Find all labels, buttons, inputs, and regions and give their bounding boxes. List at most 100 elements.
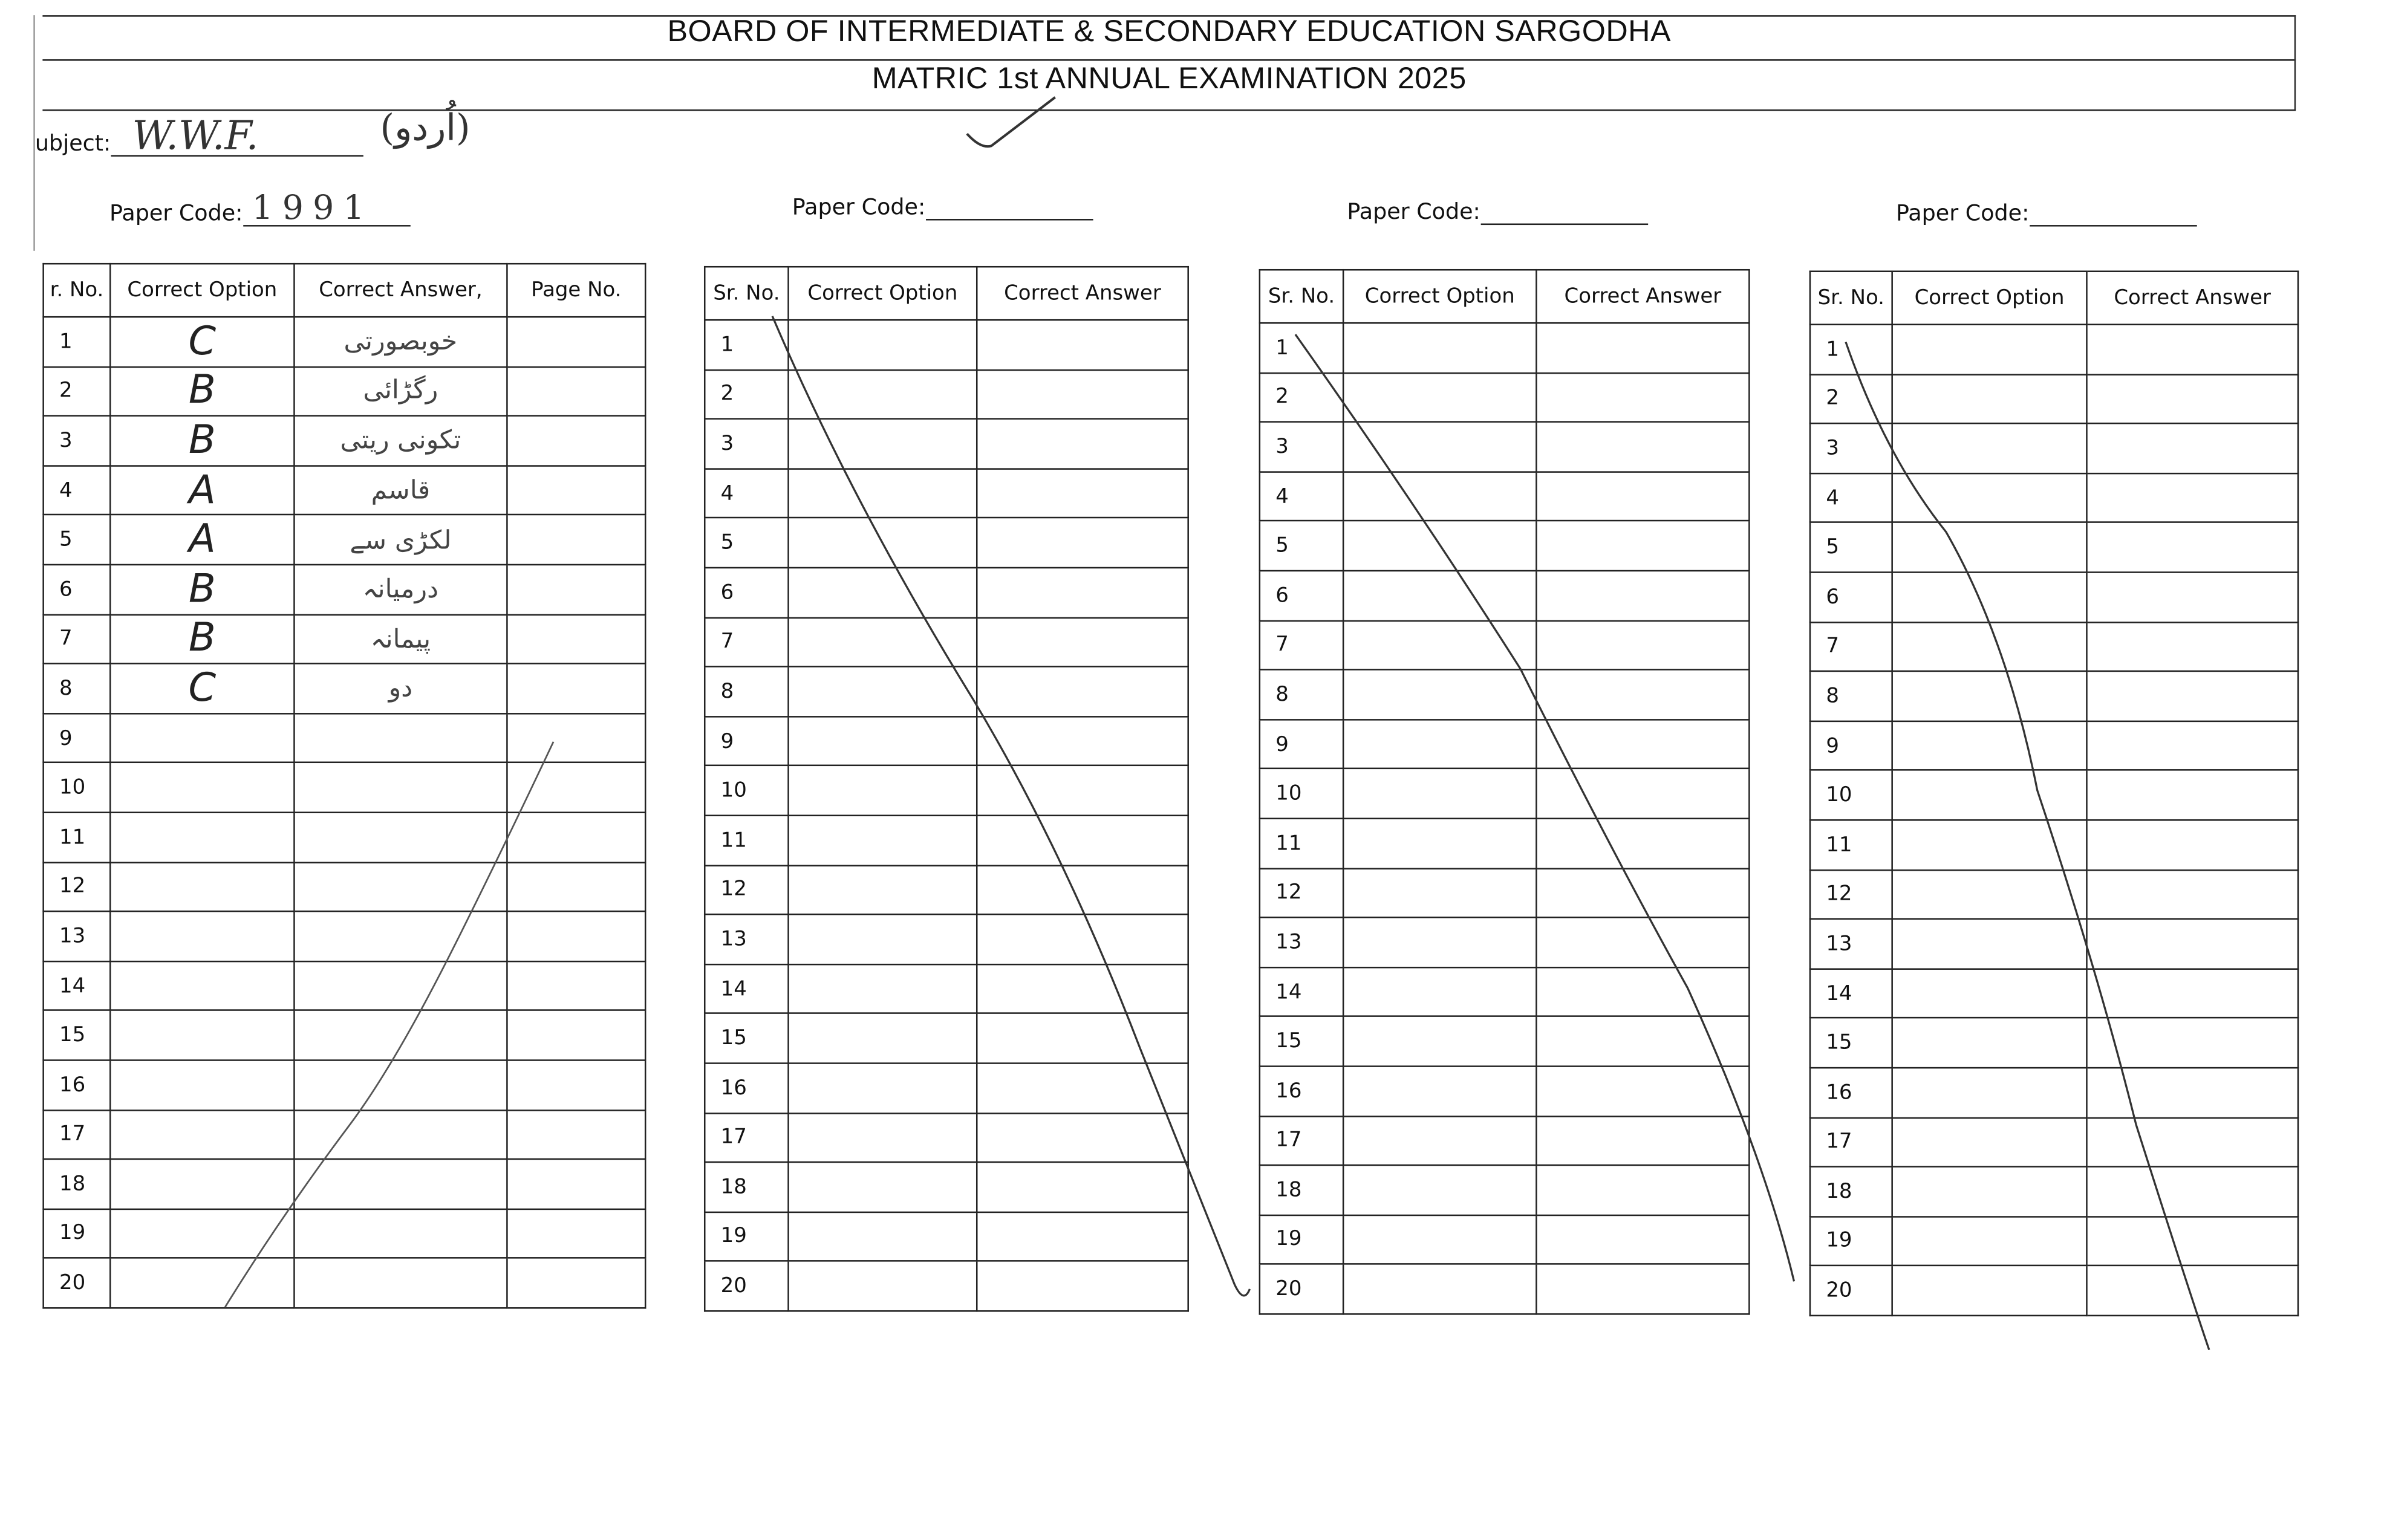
correct-option bbox=[1891, 819, 2088, 871]
table-row: 11 bbox=[703, 814, 1189, 866]
correct-answer bbox=[2086, 1265, 2299, 1316]
header-right-rule bbox=[2294, 15, 2296, 110]
correct-answer bbox=[975, 1210, 1189, 1262]
correct-answer bbox=[1536, 1164, 1750, 1216]
table-row: 12 bbox=[42, 861, 646, 912]
paper-code-label: Paper Code: bbox=[1895, 202, 2030, 227]
serial-number: 10 bbox=[42, 762, 111, 813]
table-row: 14 bbox=[1809, 967, 2299, 1019]
page-number bbox=[506, 1257, 646, 1309]
table-row: 14 bbox=[703, 963, 1189, 1015]
paper-code-1: Paper Code: 1991 bbox=[109, 192, 410, 227]
table-row: 15 bbox=[1259, 1016, 1750, 1067]
table-row: 13 bbox=[703, 914, 1189, 965]
table-row: 9 bbox=[42, 712, 646, 764]
correct-option: B bbox=[109, 415, 295, 467]
table-row: 9 bbox=[1809, 720, 2299, 772]
page-number bbox=[506, 1158, 646, 1210]
table-row: 15 bbox=[703, 1013, 1189, 1064]
serial-number: 20 bbox=[703, 1260, 789, 1312]
correct-answer bbox=[2086, 571, 2299, 623]
correct-answer bbox=[1536, 470, 1750, 522]
correct-answer bbox=[2086, 671, 2299, 722]
correct-answer bbox=[2086, 472, 2299, 524]
correct-option bbox=[1342, 1065, 1537, 1117]
page-number bbox=[506, 960, 646, 1012]
table-row: 9 bbox=[703, 715, 1189, 767]
serial-number: 1 bbox=[703, 319, 789, 371]
correct-answer bbox=[1536, 1115, 1750, 1166]
correct-option bbox=[109, 762, 295, 813]
table-row: 16 bbox=[1259, 1065, 1750, 1117]
correct-option: A bbox=[109, 464, 295, 516]
serial-number: 6 bbox=[42, 564, 111, 616]
correct-answer bbox=[975, 864, 1189, 915]
serial-number: 3 bbox=[1809, 423, 1893, 474]
correct-option bbox=[1891, 522, 2088, 573]
serial-number: 3 bbox=[1259, 421, 1344, 473]
column-header: Sr. No. bbox=[703, 265, 789, 321]
serial-number: 15 bbox=[1809, 1017, 1893, 1069]
correct-answer bbox=[1536, 1213, 1750, 1265]
correct-answer bbox=[975, 319, 1189, 371]
table-row: 13 bbox=[1259, 917, 1750, 968]
serial-number: 8 bbox=[1809, 671, 1893, 722]
correct-answer bbox=[1536, 718, 1750, 770]
correct-answer bbox=[2086, 1067, 2299, 1119]
table-row: 10 bbox=[1809, 769, 2299, 821]
table-row: 2 bbox=[703, 368, 1189, 420]
correct-answer: لکڑی سے bbox=[293, 514, 508, 566]
correct-option bbox=[787, 319, 978, 371]
correct-option bbox=[1891, 1166, 2088, 1217]
serial-number: 13 bbox=[1259, 917, 1344, 968]
subject-field: ubject: W.W.F. bbox=[35, 117, 363, 157]
table-row: 1 bbox=[1259, 322, 1750, 374]
serial-number: 18 bbox=[703, 1161, 789, 1213]
table-row: 20 bbox=[1259, 1263, 1750, 1315]
column-header: Sr. No. bbox=[1259, 268, 1344, 324]
correct-answer bbox=[1536, 1016, 1750, 1067]
correct-option bbox=[1342, 371, 1537, 423]
correct-option bbox=[787, 765, 978, 816]
serial-number: 2 bbox=[42, 365, 111, 417]
table-row: 5 A لکڑی سے bbox=[42, 514, 646, 566]
table-row: 12 bbox=[703, 864, 1189, 915]
correct-option bbox=[787, 914, 978, 965]
correct-answer bbox=[1536, 421, 1750, 473]
correct-answer bbox=[975, 567, 1189, 619]
table-row: 11 bbox=[42, 811, 646, 863]
correct-answer bbox=[975, 814, 1189, 866]
correct-option bbox=[787, 1210, 978, 1262]
correct-option bbox=[787, 1260, 978, 1312]
table-row: 15 bbox=[1809, 1017, 2299, 1069]
correct-option bbox=[1342, 520, 1537, 572]
correct-option bbox=[787, 715, 978, 767]
correct-option bbox=[1891, 967, 2088, 1019]
table-row: 2 bbox=[1259, 371, 1750, 423]
table-row: 11 bbox=[1259, 817, 1750, 869]
correct-option: C bbox=[109, 316, 295, 368]
table-row: 10 bbox=[703, 765, 1189, 816]
correct-option bbox=[1891, 1215, 2088, 1267]
serial-number: 19 bbox=[1809, 1215, 1893, 1267]
column-header: Correct Answer, bbox=[293, 262, 508, 318]
paper-code-2: Paper Code: bbox=[792, 195, 1093, 221]
serial-number: 6 bbox=[1259, 570, 1344, 622]
table-row: 3 bbox=[1809, 423, 2299, 474]
paper-code-value bbox=[1480, 199, 1648, 226]
correct-answer bbox=[975, 1112, 1189, 1163]
serial-number: 10 bbox=[1259, 768, 1344, 819]
table-row: 16 bbox=[703, 1062, 1189, 1114]
correct-answer bbox=[2086, 868, 2299, 920]
table-row: 8 bbox=[703, 666, 1189, 717]
correct-answer bbox=[1536, 917, 1750, 968]
serial-number: 12 bbox=[1809, 868, 1893, 920]
correct-answer bbox=[975, 1161, 1189, 1213]
table-row: 2 B رگڑائی bbox=[42, 365, 646, 417]
correct-answer bbox=[1536, 817, 1750, 869]
correct-option bbox=[1342, 322, 1537, 374]
correct-option bbox=[1342, 669, 1537, 720]
serial-number: 16 bbox=[703, 1062, 789, 1114]
table-row: 11 bbox=[1809, 819, 2299, 871]
correct-answer bbox=[2086, 621, 2299, 672]
